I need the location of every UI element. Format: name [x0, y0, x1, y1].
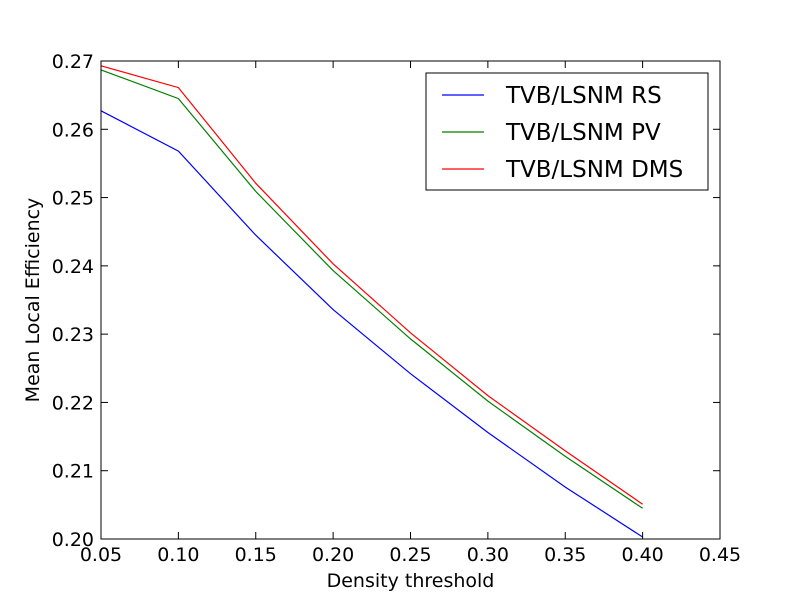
x-tick-label: 0.25 — [389, 544, 431, 566]
x-tick-label: 0.15 — [235, 544, 277, 566]
legend: TVB/LSNM RS TVB/LSNM PV TVB/LSNM DMS — [425, 72, 709, 191]
x-tick-label: 0.30 — [467, 544, 509, 566]
series-line-2 — [100, 65, 643, 505]
legend-label-0: TVB/LSNM RS — [505, 83, 662, 109]
y-tick-label: 0.25 — [52, 188, 94, 210]
y-tick-label: 0.23 — [52, 324, 94, 346]
y-tick-label: 0.22 — [52, 392, 94, 414]
x-tick-label: 0.05 — [80, 544, 122, 566]
x-tick-label: 0.20 — [312, 544, 354, 566]
series-layer — [100, 65, 643, 538]
y-axis-label: Mean Local Efficiency — [22, 198, 44, 403]
legend-label-1: TVB/LSNM PV — [505, 120, 661, 146]
y-tick-label: 0.27 — [52, 51, 94, 73]
series-line-0 — [100, 110, 643, 538]
y-tick-label: 0.26 — [52, 119, 94, 141]
y-tick-label: 0.20 — [52, 529, 94, 551]
tick-layer: 0.05 0.10 0.15 0.20 0.25 0.30 0.35 0.40 0.45 0.20… — [52, 51, 741, 566]
y-tick-label: 0.21 — [52, 461, 94, 483]
x-tick-label: 0.45 — [699, 544, 741, 566]
y-tick-label: 0.24 — [52, 256, 94, 278]
x-tick-label: 0.10 — [157, 544, 199, 566]
x-axis-label: Density threshold — [327, 570, 495, 592]
x-tick-label: 0.40 — [621, 544, 663, 566]
x-tick-label: 0.35 — [544, 544, 586, 566]
legend-label-2: TVB/LSNM DMS — [505, 157, 683, 183]
series-line-1 — [100, 69, 643, 509]
